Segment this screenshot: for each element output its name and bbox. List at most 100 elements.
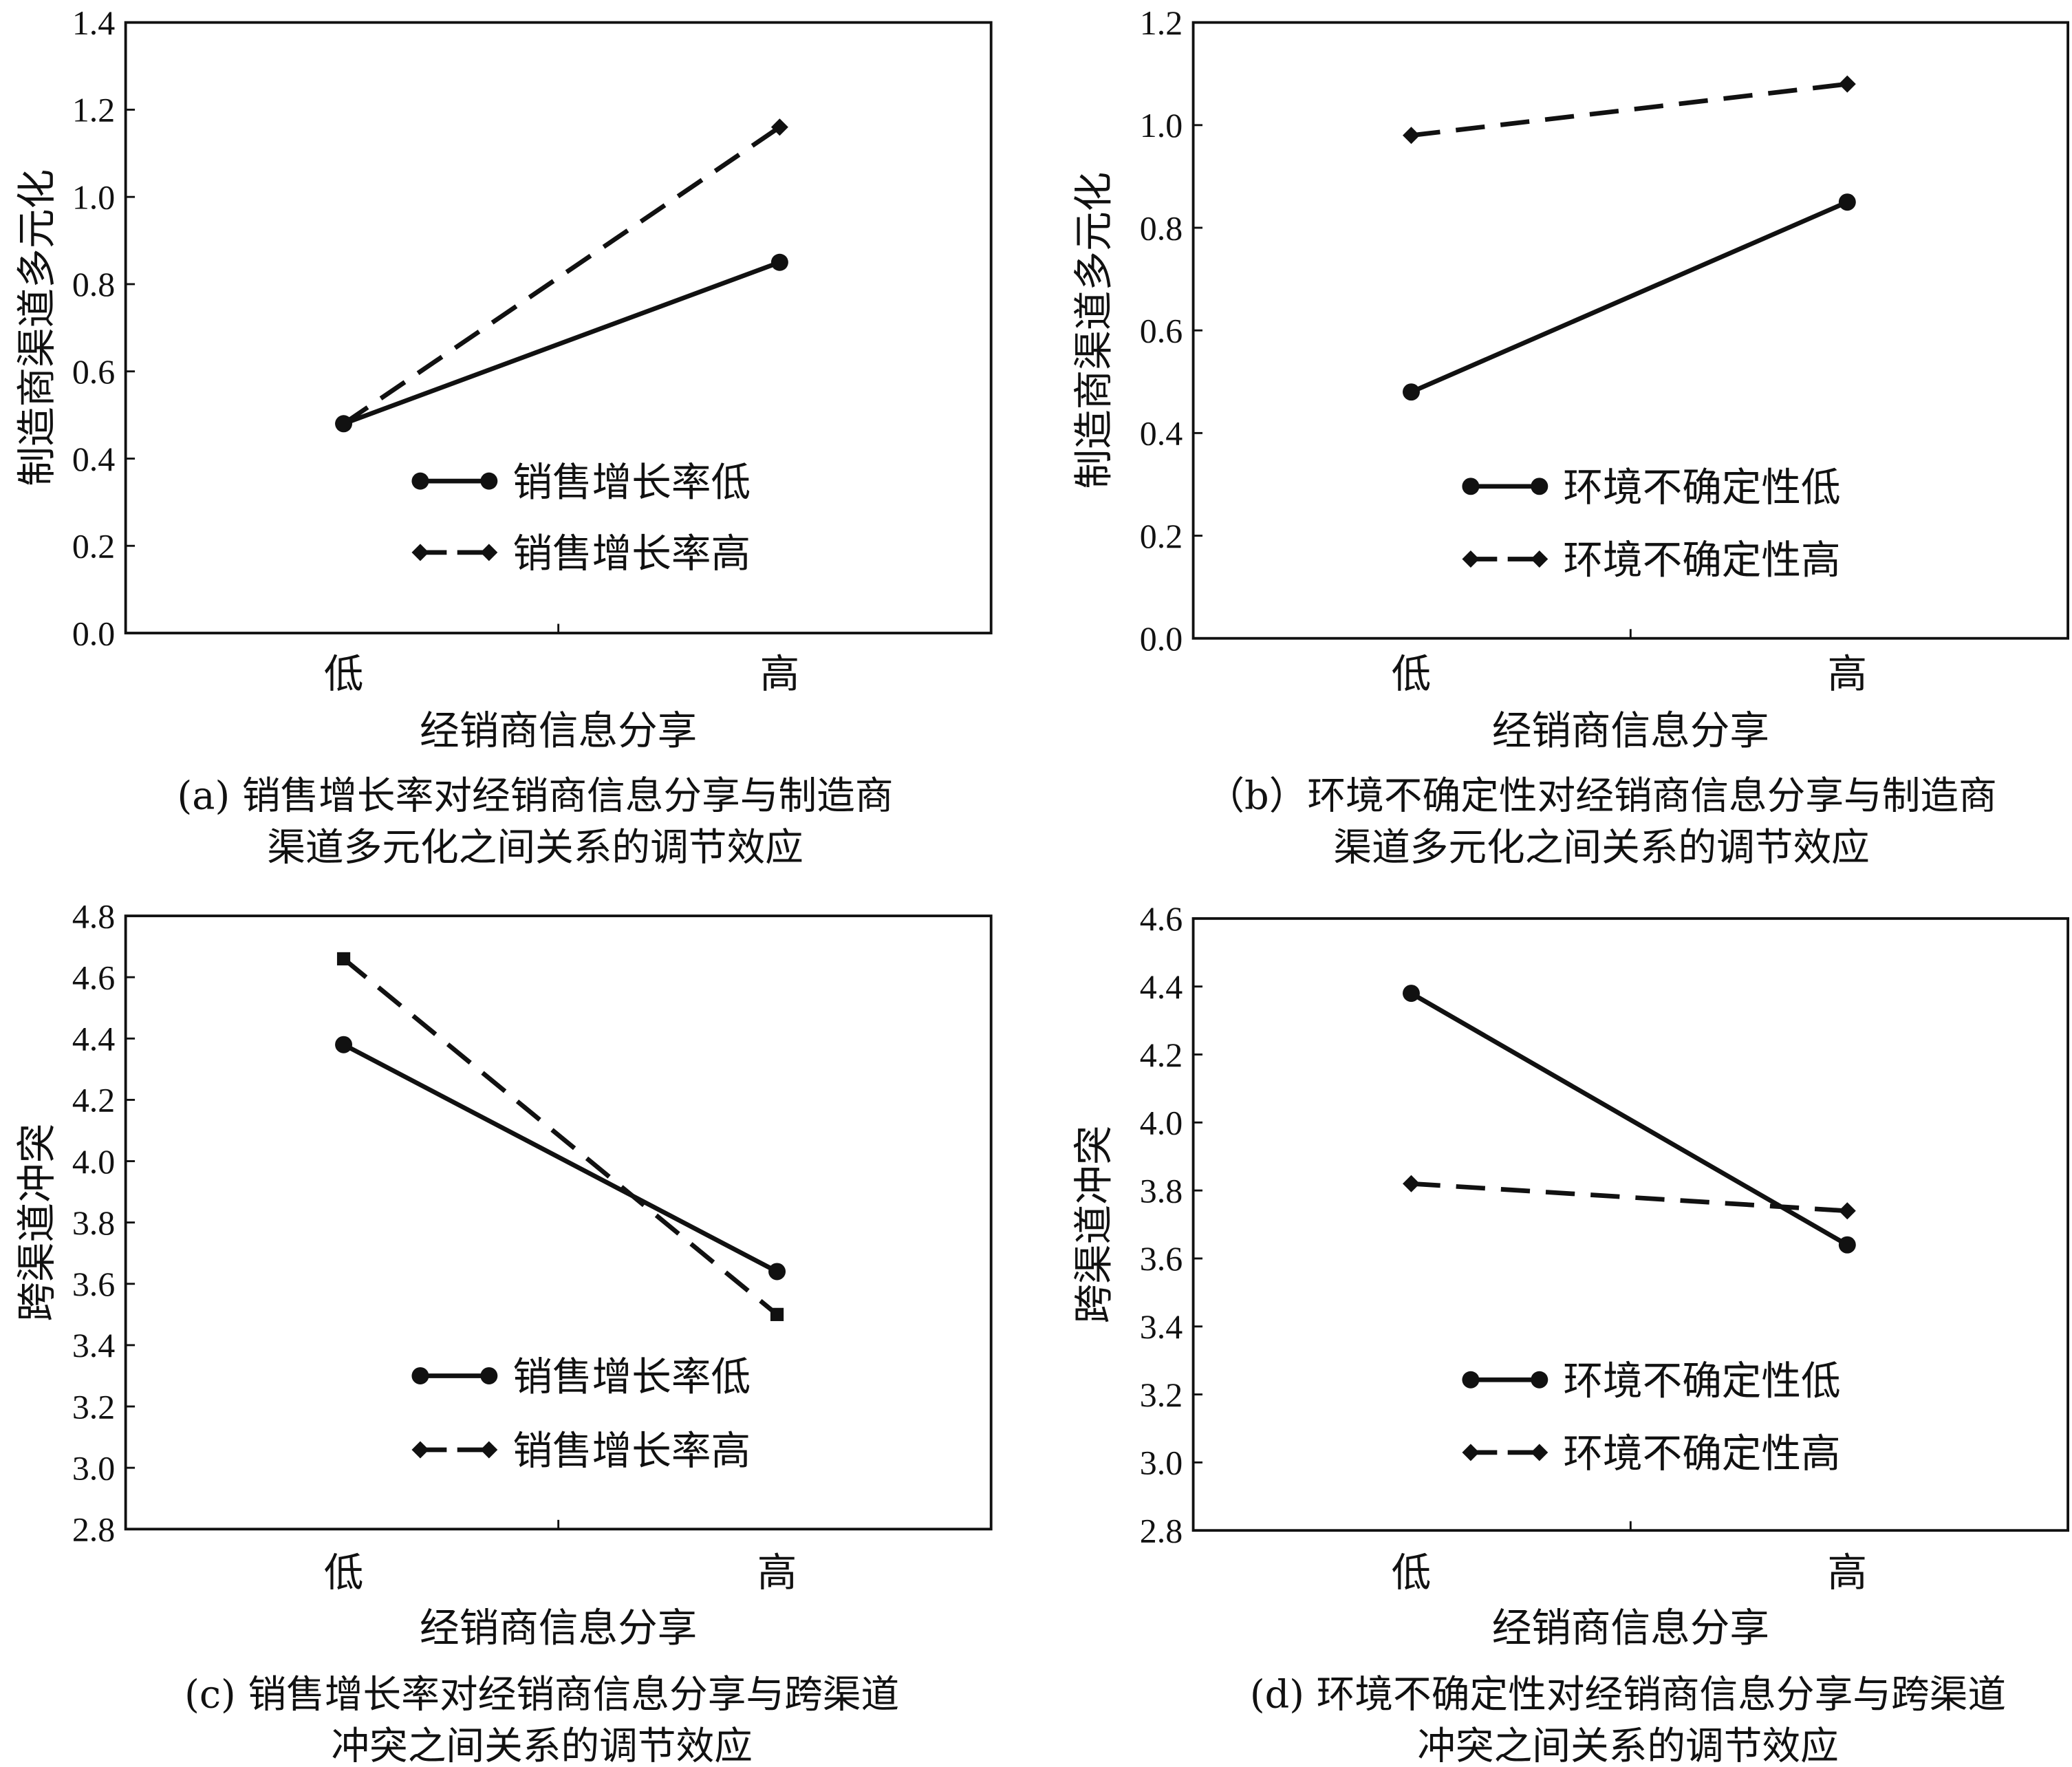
y-tick-label: 1.2 xyxy=(72,92,115,129)
x-axis-label: 经销商信息分享 xyxy=(420,707,697,753)
data-point xyxy=(1838,1236,1856,1254)
data-point xyxy=(335,1036,353,1053)
y-tick-label: 3.2 xyxy=(72,1388,115,1426)
data-point xyxy=(770,1307,784,1321)
legend-marker xyxy=(1531,550,1548,568)
x-tick-label: 高 xyxy=(1828,651,1868,697)
legend-marker xyxy=(1462,550,1480,568)
x-tick-label: 低 xyxy=(324,1550,364,1596)
y-tick-label: 4.6 xyxy=(1140,900,1183,938)
y-tick-label: 1.0 xyxy=(72,178,115,216)
x-tick-label: 高 xyxy=(760,651,800,697)
y-tick-label: 2.8 xyxy=(1140,1512,1183,1550)
y-tick-label: 0.0 xyxy=(72,614,115,652)
y-tick-label: 3.6 xyxy=(1140,1240,1183,1278)
y-tick-label: 2.8 xyxy=(72,1511,115,1549)
legend-label: 环境不确定性高 xyxy=(1563,537,1840,583)
x-tick-label: 高 xyxy=(1828,1550,1868,1596)
series-line-1 xyxy=(1411,81,1848,138)
x-tick-label: 高 xyxy=(757,1550,797,1596)
chart-caption: (a) 销售增长率对经销商信息分享与制造商 xyxy=(177,773,894,818)
y-tick-label: 4.8 xyxy=(72,897,115,935)
y-tick-label: 3.6 xyxy=(72,1265,115,1303)
y-tick-label: 1.4 xyxy=(72,4,115,42)
legend-marker xyxy=(480,472,498,490)
y-tick-label: 3.8 xyxy=(1140,1172,1183,1210)
x-tick-label: 低 xyxy=(1392,651,1432,697)
y-tick-label: 0.8 xyxy=(1140,209,1183,247)
legend-marker xyxy=(480,544,498,561)
data-point xyxy=(1402,1175,1420,1192)
y-tick-label: 3.8 xyxy=(72,1204,115,1242)
y-axis-label: 跨渠道冲突 xyxy=(1071,1126,1117,1324)
legend-marker xyxy=(1462,1444,1480,1461)
y-axis-label: 制造商渠道多元化 xyxy=(1071,172,1117,489)
chart-caption: (c) 销售增长率对经销商信息分享与跨渠道 xyxy=(184,1673,899,1717)
y-tick-label: 3.2 xyxy=(1140,1376,1183,1414)
legend-label: 销售增长率低 xyxy=(512,1354,751,1400)
y-tick-label: 0.2 xyxy=(72,528,115,566)
series-line-0 xyxy=(342,1042,779,1274)
legend-marker xyxy=(1531,1444,1548,1461)
legend-marker xyxy=(1462,478,1480,495)
data-point xyxy=(768,1263,786,1281)
series-line-0 xyxy=(1410,200,1848,394)
y-tick-label: 4.0 xyxy=(72,1143,115,1181)
y-tick-label: 0.6 xyxy=(72,353,115,391)
data-point xyxy=(1838,193,1856,211)
data-point xyxy=(336,952,351,966)
y-tick-label: 0.0 xyxy=(1140,620,1183,658)
y-tick-label: 0.8 xyxy=(72,266,115,303)
legend-marker xyxy=(480,1441,498,1459)
y-tick-label: 0.4 xyxy=(72,440,115,478)
data-point xyxy=(1838,75,1856,93)
series-line-0 xyxy=(1410,991,1849,1247)
data-point xyxy=(770,253,788,271)
y-tick-label: 0.6 xyxy=(1140,312,1183,350)
legend-marker xyxy=(411,544,429,561)
legend-marker xyxy=(1531,1371,1548,1389)
chart-caption: 渠道多元化之间关系的调节效应 xyxy=(267,825,803,870)
y-axis-label: 制造商渠道多元化 xyxy=(14,169,60,486)
legend-label: 环境不确定性高 xyxy=(1563,1431,1840,1477)
legend-label: 环境不确定性低 xyxy=(1563,1358,1840,1404)
x-tick-label: 低 xyxy=(324,651,364,697)
chart-panel-c: 2.8 3.0 3.2 3.4 3.6 3.8 4.0 4.2 4.4 4.6 4.8 低 高经销商信息… xyxy=(14,897,993,1767)
legend-label: 销售增长率低 xyxy=(512,459,751,505)
x-axis-label: 经销商信息分享 xyxy=(420,1605,697,1651)
chart-caption: （b）环境不确定性对经销商信息分享与制造商 xyxy=(1206,773,1996,818)
legend-label: 销售增长率高 xyxy=(512,1428,751,1474)
legend-marker xyxy=(411,472,429,490)
legend-marker xyxy=(411,1367,429,1384)
series-line-1 xyxy=(342,956,779,1316)
y-tick-label: 3.0 xyxy=(72,1449,115,1487)
y-tick-label: 4.4 xyxy=(72,1020,115,1058)
y-tick-label: 3.4 xyxy=(1140,1308,1183,1346)
y-tick-label: 4.2 xyxy=(1140,1036,1183,1074)
data-point xyxy=(1402,985,1420,1003)
series-line-0 xyxy=(343,260,781,426)
y-tick-label: 4.4 xyxy=(1140,968,1183,1006)
legend-marker xyxy=(1462,1371,1480,1389)
data-point xyxy=(1838,1202,1856,1220)
legend-marker xyxy=(411,1441,429,1459)
legend-marker xyxy=(480,1367,498,1384)
x-axis-label: 经销商信息分享 xyxy=(1492,707,1769,753)
y-tick-label: 1.2 xyxy=(1140,4,1183,42)
y-tick-label: 4.6 xyxy=(72,959,115,996)
y-tick-label: 0.2 xyxy=(1140,517,1183,555)
y-tick-label: 1.0 xyxy=(1140,107,1183,144)
legend-marker xyxy=(1531,478,1548,495)
data-point xyxy=(1402,383,1420,401)
legend-label: 销售增长率高 xyxy=(512,531,751,577)
x-axis-label: 经销商信息分享 xyxy=(1492,1605,1769,1651)
y-tick-label: 4.0 xyxy=(1140,1104,1183,1142)
x-tick-label: 低 xyxy=(1392,1550,1432,1596)
chart-caption: 渠道多元化之间关系的调节效应 xyxy=(1333,825,1870,870)
chart-caption: (d) 环境不确定性对经销商信息分享与跨渠道 xyxy=(1250,1673,2006,1717)
data-point xyxy=(1402,127,1420,144)
